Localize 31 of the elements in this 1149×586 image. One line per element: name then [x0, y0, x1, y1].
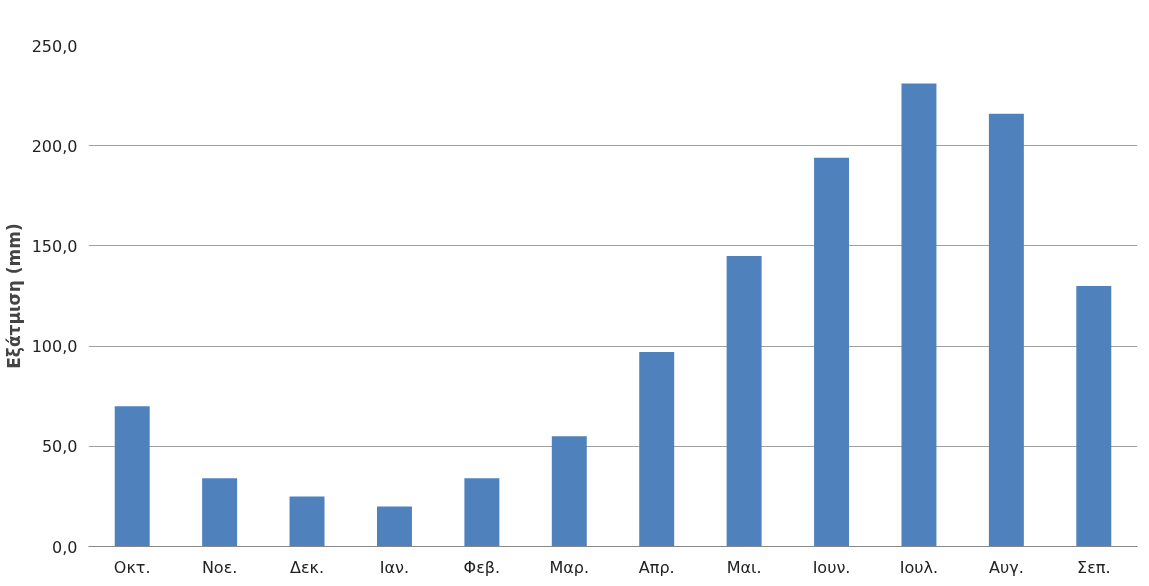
x-tick-label: Αυγ.	[989, 557, 1024, 577]
y-tick-label: 200,0	[31, 136, 78, 156]
bar	[464, 478, 500, 547]
y-tick-label: 100,0	[31, 337, 78, 357]
bar	[901, 83, 937, 547]
bar	[988, 113, 1024, 547]
bar	[814, 157, 850, 547]
y-tick-label: 0,0	[52, 537, 78, 557]
bar	[551, 436, 587, 547]
x-tick-label: Σεπ.	[1077, 557, 1111, 577]
y-tick-label: 250,0	[31, 36, 78, 56]
y-tick-label: 150,0	[31, 236, 78, 256]
x-tick-label: Οκτ.	[113, 557, 151, 577]
bar	[202, 478, 238, 547]
x-tick-label: Απρ.	[638, 557, 675, 577]
x-tick-label: Ιουλ.	[899, 557, 939, 577]
bar	[114, 406, 150, 547]
x-tick-label: Ιουν.	[812, 557, 851, 577]
bar	[726, 255, 762, 547]
bar	[289, 496, 325, 547]
x-tick-label: Δεκ.	[289, 557, 325, 577]
y-tick-label: 50,0	[41, 437, 78, 457]
x-tick-label: Μαι.	[726, 557, 762, 577]
bar	[1076, 285, 1112, 547]
x-tick-label: Μαρ.	[549, 557, 590, 577]
bar	[639, 352, 675, 547]
bar	[376, 506, 412, 547]
x-tick-label: Νοε.	[201, 557, 238, 577]
y-axis-title: Εξάτμιση (mm)	[3, 223, 24, 369]
x-tick-label: Φεβ.	[463, 557, 501, 577]
x-tick-label: Ιαν.	[379, 557, 410, 577]
